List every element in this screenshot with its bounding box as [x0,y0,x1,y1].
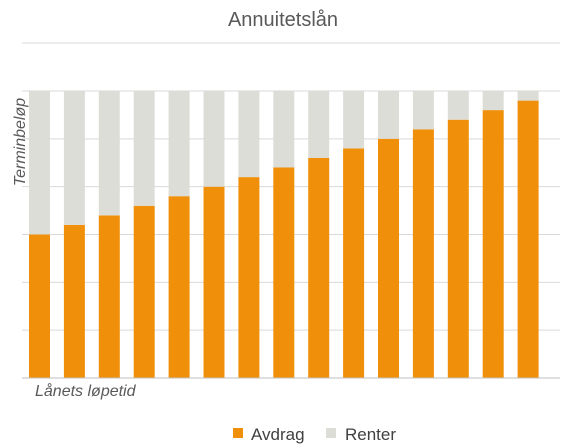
legend-label-renter: Renter [345,425,396,444]
bar-renter-15 [517,91,539,101]
bar-renter-3 [98,91,120,216]
bar-renter-10 [343,91,365,149]
bar-avdrag-7 [238,177,260,378]
bar-avdrag-2 [63,224,85,378]
bar-avdrag-11 [378,138,399,378]
bar-avdrag-9 [308,158,330,378]
bar-renter-1 [29,91,50,235]
chart-title: Annuitetslån [228,9,338,31]
y-axis-label: Terminbeløp [12,98,29,186]
bar-avdrag-8 [273,167,295,378]
bar-avdrag-15 [517,100,539,378]
x-axis-label: Lånets løpetid [35,382,137,400]
bar-renter-13 [447,91,469,120]
legend-swatch-avdrag [233,428,243,438]
bar-renter-9 [308,91,330,158]
bar-avdrag-6 [203,186,225,378]
bar-avdrag-1 [29,234,50,378]
bar-avdrag-3 [98,215,120,378]
bar-renter-6 [203,91,225,187]
bar-avdrag-5 [168,196,190,378]
legend-swatch-renter [326,428,336,438]
bar-renter-7 [238,91,260,178]
bar-avdrag-10 [343,148,365,378]
legend-label-avdrag: Avdrag [251,425,305,444]
bar-renter-2 [63,91,85,225]
bar-renter-12 [412,91,434,130]
bar-renter-14 [482,91,504,111]
bar-renter-5 [168,91,190,197]
bar-avdrag-14 [482,110,504,378]
bars [29,91,539,378]
bar-avdrag-4 [133,205,155,378]
legend: Avdrag Renter [233,425,396,444]
bar-renter-4 [133,91,155,206]
bar-renter-11 [378,91,399,139]
bar-avdrag-12 [412,129,434,378]
bar-renter-8 [273,91,295,168]
bar-avdrag-13 [447,119,469,378]
